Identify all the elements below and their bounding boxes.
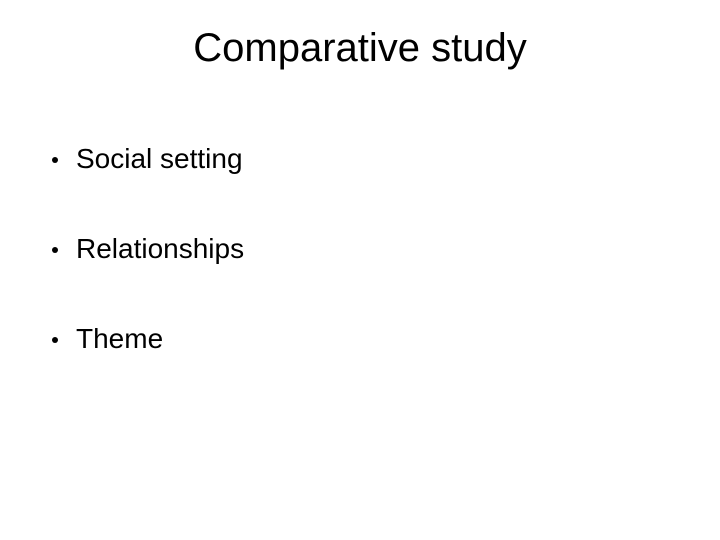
slide-title: Comparative study — [40, 26, 680, 71]
list-item: Theme — [52, 323, 680, 355]
bullet-icon — [52, 337, 58, 343]
list-item: Relationships — [52, 233, 680, 265]
bullet-icon — [52, 157, 58, 163]
bullet-text: Social setting — [76, 143, 243, 175]
bullet-text: Relationships — [76, 233, 244, 265]
bullet-icon — [52, 247, 58, 253]
slide-container: Comparative study Social setting Relatio… — [0, 0, 720, 540]
list-item: Social setting — [52, 143, 680, 175]
bullet-list: Social setting Relationships Theme — [40, 143, 680, 355]
bullet-text: Theme — [76, 323, 163, 355]
